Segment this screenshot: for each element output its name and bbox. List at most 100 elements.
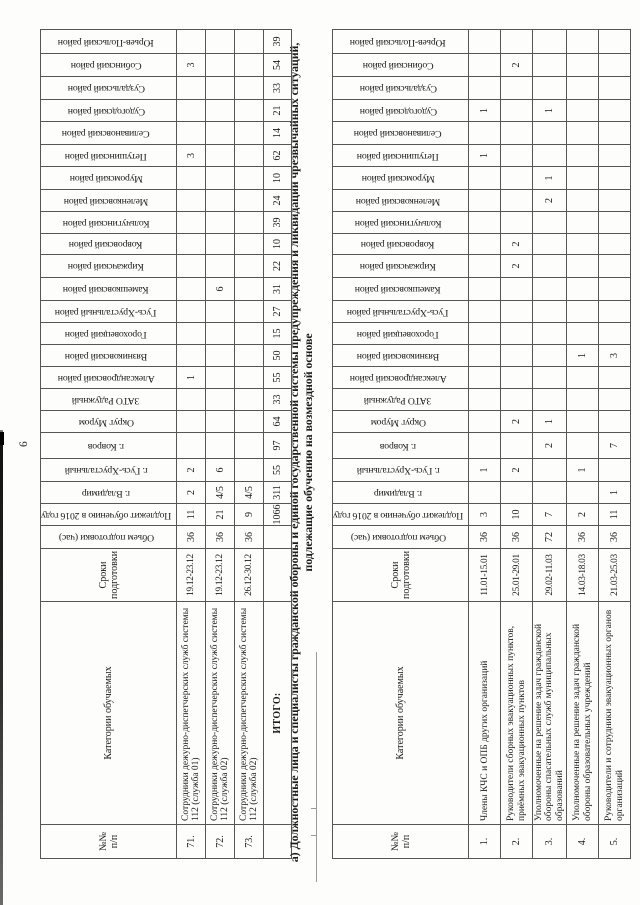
category-cell: Руководители и сотрудники эвакуационных … (598, 601, 631, 825)
col-header-district: Меленковский район (40, 189, 177, 212)
district-value-cell (234, 366, 264, 389)
district-name: Камешковский район (63, 284, 149, 296)
district-value-cell (234, 76, 264, 100)
section-heading-line2: подлежащие обучению на возмездной основе (300, 333, 315, 572)
district-value-cell (468, 300, 501, 323)
col-header-district: Петушинский район (332, 144, 469, 167)
row-number-cell: 73. (234, 824, 264, 859)
district-name: Петушинский район (357, 150, 439, 162)
col-header-district: Киржачский район (332, 254, 469, 278)
district-value-cell: 2 (532, 189, 567, 212)
district-value-cell (234, 344, 264, 367)
district-value-cell (566, 121, 599, 145)
district-value-cell: 1 (598, 481, 631, 504)
district-value-cell: 1 (176, 366, 206, 389)
district-value-cell (532, 29, 567, 54)
row-number-cell: 71. (176, 824, 206, 859)
district-value-cell (598, 53, 631, 77)
table-row: 72. Сотрудники дежурно-диспетчерских служ… (205, 29, 235, 859)
district-value-cell (566, 388, 599, 411)
district-value-cell (205, 121, 235, 145)
col-header-district: Суздальский район (332, 76, 469, 100)
district-value-cell (532, 121, 567, 145)
district-value-cell (598, 300, 631, 323)
col-header-district: г. Владимир (332, 481, 469, 504)
district-name: Киржачский район (68, 261, 144, 273)
district-value-cell (566, 233, 599, 255)
district-value-cell (532, 481, 567, 504)
district-name: г. Гусь-Хрустальный (64, 465, 148, 477)
district-name: Суздальский район (67, 83, 145, 95)
district-value-cell: 1 (566, 458, 599, 482)
district-value-cell (468, 76, 501, 100)
district-name: г. Ковров (380, 440, 417, 452)
table-row: 2. Руководители сборных эвакуационных пун… (500, 29, 533, 859)
district-value-cell (598, 144, 631, 167)
col-header-district: Гусь-Хрустальный район (332, 300, 469, 323)
district-value-cell (205, 211, 235, 234)
col-header-district: Александровский район (40, 366, 177, 389)
district-value-cell: 6 (205, 458, 235, 482)
district-value-cell (468, 211, 501, 234)
district-value-cell: 1 (532, 166, 567, 190)
district-value-cell (205, 300, 235, 323)
district-value-cell (468, 121, 501, 145)
col-header-district: Селивановский район (332, 121, 469, 145)
district-name: Александровский район (349, 372, 447, 384)
district-name: г. Ковров (88, 440, 125, 452)
col-header-district: Судогодский район (332, 99, 469, 122)
district-value-cell (234, 53, 264, 77)
district-value-cell (500, 29, 533, 54)
plan-2016-cell: 11 (598, 503, 631, 526)
category-cell: Руководители сборных эвакуационных пункт… (500, 601, 533, 825)
district-value-cell (500, 432, 533, 459)
district-value-cell (234, 144, 264, 167)
district-name: ЗАТО Радужный (364, 394, 432, 406)
district-value-cell (566, 53, 599, 77)
col-header-num: №№ п/п (40, 824, 177, 859)
district-name: Муромский район (69, 173, 143, 185)
col-header-period: Сроки подготовки (332, 548, 469, 602)
district-name: Собинский район (70, 60, 142, 72)
district-value-cell (500, 144, 533, 167)
col-header-district: г. Гусь-Хрустальный (40, 458, 177, 482)
district-name: Судогодский район (359, 105, 437, 117)
col-header-district: Петушинский район (40, 144, 177, 167)
district-name: ЗАТО Радужный (72, 394, 140, 406)
plan-2016-cell: 21 (205, 503, 235, 526)
period-cell: 26.12-30.12 (234, 548, 264, 602)
district-name: Ковровский район (69, 239, 143, 251)
col-header-category: Категории обучаемых (40, 601, 177, 825)
section-heading-line1: а) Должностные лица и специалисты гражда… (287, 42, 301, 863)
col-header-district: Ковровский район (332, 233, 469, 255)
district-value-cell (234, 189, 264, 212)
district-value-cell (205, 99, 235, 122)
col-header-district: Александровский район (332, 366, 469, 389)
category-cell: Сотрудники дежурно-диспетчерских служб с… (176, 601, 206, 825)
col-header-district: г. Ковров (40, 432, 177, 459)
category-cell: Уполномоченные на решение задач гражданс… (532, 601, 567, 825)
district-value-cell (598, 322, 631, 345)
district-value-cell: 1 (532, 410, 567, 433)
district-value-cell (176, 29, 206, 54)
period-cell: 11.01-15.01 (468, 548, 501, 602)
district-value-cell (176, 277, 206, 301)
district-value-cell (598, 189, 631, 212)
district-value-cell (566, 366, 599, 389)
col-header-hours-label: Объем подготовки (час) (58, 532, 154, 544)
plan-2016-cell: 2 (566, 503, 599, 526)
district-value-cell (176, 189, 206, 212)
district-name: г. Владимир (374, 487, 423, 499)
district-value-cell (205, 322, 235, 345)
hours-cell: 36 (205, 525, 235, 549)
district-name: Меленковский район (355, 195, 441, 207)
district-value-cell (468, 254, 501, 278)
district-value-cell: 4/5 (234, 481, 264, 504)
table-header-row: №№ п/п Категории обучаемых Сроки подготовк… (332, 29, 469, 859)
col-header-district: Юрьев-Польский район (40, 29, 177, 54)
district-name: Меленковский район (63, 195, 149, 207)
district-name: Гороховецкий район (65, 328, 147, 340)
district-value-cell: 3 (176, 144, 206, 167)
hours-cell: 72 (532, 525, 567, 549)
